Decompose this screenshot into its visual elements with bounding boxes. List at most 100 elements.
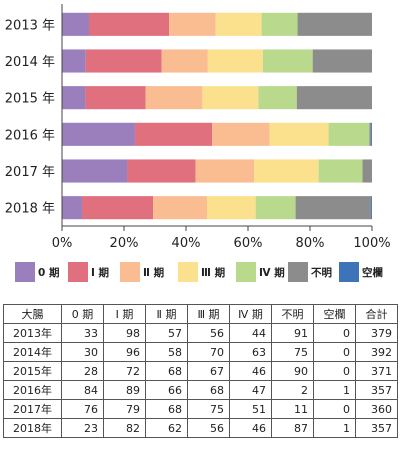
table-cell: 46 xyxy=(229,418,272,438)
x-tick-label: 100% xyxy=(353,236,390,251)
table-cell: 1 xyxy=(313,380,356,400)
table-row-label: 2013年 xyxy=(3,323,62,343)
bar-segment xyxy=(88,12,170,36)
bar-segment xyxy=(62,86,86,110)
table-cell: 87 xyxy=(271,418,314,438)
table-cell: 68 xyxy=(145,361,188,381)
table-cell: 47 xyxy=(229,380,272,400)
table-cell: 357 xyxy=(355,418,398,438)
category-label: 2018 年 xyxy=(5,202,55,217)
x-tick-label: 80% xyxy=(296,236,325,251)
bar-segment xyxy=(371,122,372,146)
table-header-cell: 空欄 xyxy=(313,304,356,324)
bar-segment xyxy=(134,122,213,146)
table-header-cell: 合計 xyxy=(355,304,398,324)
bar-segment xyxy=(127,159,196,183)
table-cell: 0 xyxy=(313,342,356,362)
bar-segment xyxy=(295,196,372,220)
table-row: 2013年 33 98 57 56 44 91 0 379 xyxy=(3,323,398,343)
bar-segment xyxy=(145,86,203,110)
bar-segment xyxy=(362,159,372,183)
bar-segment xyxy=(262,49,313,73)
table-cell: 379 xyxy=(355,323,398,343)
table-cell: 96 xyxy=(103,342,146,362)
table-cell: 68 xyxy=(187,380,230,400)
table-row-label: 2017年 xyxy=(3,399,62,419)
table-cell: 79 xyxy=(103,399,146,419)
legend-label: Ⅳ 期 xyxy=(259,266,285,279)
table-header-cell: 0 期 xyxy=(61,304,104,324)
table-row: 2014年 30 96 58 70 63 75 0 392 xyxy=(3,342,398,362)
bar-segment xyxy=(312,49,372,73)
bar-segment xyxy=(269,122,329,146)
x-tick-label: 20% xyxy=(110,236,139,251)
table-cell: 75 xyxy=(187,399,230,419)
table-cell: 58 xyxy=(145,342,188,362)
table-cell: 56 xyxy=(187,418,230,438)
bar-segment xyxy=(261,12,298,36)
bar-segment xyxy=(328,122,370,146)
legend-label: Ⅰ 期 xyxy=(91,266,109,279)
table-cell: 0 xyxy=(313,323,356,343)
table-cell: 57 xyxy=(145,323,188,343)
table-cell: 70 xyxy=(187,342,230,362)
table-cell: 98 xyxy=(103,323,146,343)
table-cell: 62 xyxy=(145,418,188,438)
bar-segment xyxy=(296,86,372,110)
legend-label: Ⅱ 期 xyxy=(143,266,164,279)
legend-label: 不明 xyxy=(311,267,332,279)
bar-segment xyxy=(195,159,255,183)
bar-segment xyxy=(258,86,297,110)
table-cell: 67 xyxy=(187,361,230,381)
category-label: 2013 年 xyxy=(5,18,55,33)
bar-segment xyxy=(62,49,86,73)
table-cell: 33 xyxy=(61,323,104,343)
category-label: 2017 年 xyxy=(5,165,55,180)
category-label: 2015 年 xyxy=(5,92,55,107)
bar-segment xyxy=(318,159,363,183)
bar-segment xyxy=(169,12,216,36)
table-header-cell: Ⅰ 期 xyxy=(103,304,146,324)
table-cell: 46 xyxy=(229,361,272,381)
bar-segment xyxy=(161,49,208,73)
bar-segment xyxy=(62,12,89,36)
table-cell: 30 xyxy=(61,342,104,362)
bar-segment xyxy=(62,196,82,220)
table-row-label: 2015年 xyxy=(3,361,62,381)
table-cell: 357 xyxy=(355,380,398,400)
bar-segment xyxy=(369,122,372,146)
table-cell: 82 xyxy=(103,418,146,438)
table-row: 2018年 23 82 62 56 46 87 1 357 xyxy=(3,418,398,438)
bar-segment xyxy=(202,86,259,110)
table-cell: 51 xyxy=(229,399,272,419)
table-cell: 360 xyxy=(355,399,398,419)
legend-swatch xyxy=(236,262,256,282)
table-cell: 63 xyxy=(229,342,272,362)
legend-label: 空欄 xyxy=(362,266,383,279)
table-cell: 66 xyxy=(145,380,188,400)
table-cell: 392 xyxy=(355,342,398,362)
bar-segment xyxy=(215,12,262,36)
legend-swatch xyxy=(288,262,308,282)
x-tick-label: 0% xyxy=(52,236,73,251)
data-table: 大腸 0 期 Ⅰ 期 Ⅱ 期 Ⅲ 期 Ⅳ 期 不明 空欄 合計 2013年 33… xyxy=(3,304,398,438)
table-header-cell: Ⅱ 期 xyxy=(145,304,188,324)
table-cell: 23 xyxy=(61,418,104,438)
table-row-label: 2014年 xyxy=(3,342,62,362)
table-cell: 0 xyxy=(313,399,356,419)
legend-label: 0 期 xyxy=(38,266,59,279)
table-cell: 75 xyxy=(271,342,314,362)
legend-swatch xyxy=(339,262,359,282)
table-cell: 2 xyxy=(271,380,314,400)
bar-segment xyxy=(62,122,135,146)
bar-segment xyxy=(212,122,270,146)
table-row: 2016年 84 89 66 68 47 2 1 357 xyxy=(3,380,398,400)
category-label: 2016 年 xyxy=(5,128,55,143)
bar-segment xyxy=(207,196,256,220)
table-cell: 76 xyxy=(61,399,104,419)
table-cell: 56 xyxy=(187,323,230,343)
table-row-label: 2016年 xyxy=(3,380,62,400)
x-tick-label: 40% xyxy=(172,236,201,251)
stacked-bar-chart: 2013 年 2014 年 2015 年 2016 年 2017 年 2018 年 0% 20… xyxy=(5,4,391,282)
bar-segment xyxy=(254,159,319,183)
